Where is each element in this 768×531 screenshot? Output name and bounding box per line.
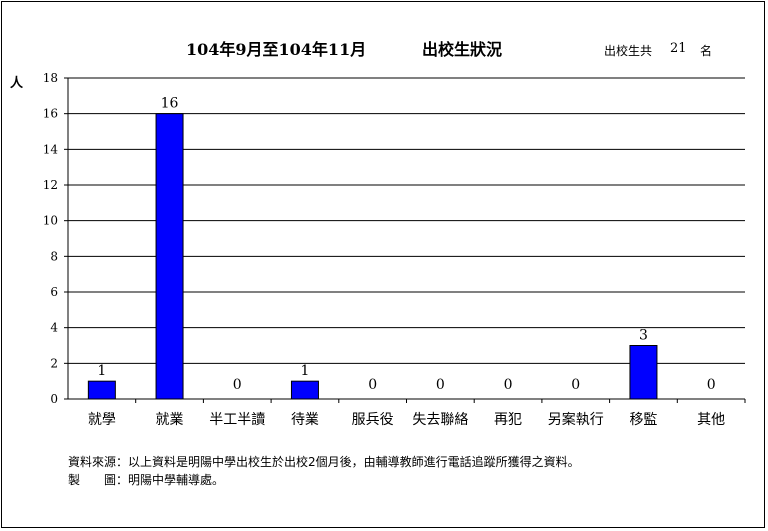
- data-label: 0: [707, 377, 716, 393]
- data-label: 16: [161, 96, 179, 112]
- x-tick-label: 就業: [156, 412, 184, 428]
- data-label: 0: [504, 377, 513, 393]
- data-label: 0: [233, 377, 242, 393]
- chart-date-range: 104年9月至104年11月: [186, 40, 367, 59]
- y-tick-label: 10: [43, 214, 58, 228]
- y-tick-label: 0: [50, 392, 58, 406]
- data-label: 0: [571, 377, 580, 393]
- data-label: 3: [639, 328, 648, 344]
- x-tick-label: 半工半讀: [209, 412, 265, 428]
- x-tick-label: 其他: [697, 412, 725, 428]
- bar: [155, 113, 184, 400]
- y-tick-label: 16: [43, 107, 58, 121]
- x-tick-label: 服兵役: [352, 412, 394, 428]
- chart-title: 出校生狀況: [422, 40, 503, 59]
- y-tick-label: 6: [50, 285, 58, 299]
- data-label: 1: [300, 363, 309, 379]
- x-tick-label: 移監: [629, 411, 657, 428]
- x-tick-label: 待業: [291, 412, 319, 428]
- bar: [629, 345, 658, 400]
- y-tick-label: 18: [43, 71, 58, 85]
- footnotes: 資料來源：以上資料是明陽中學出校生於出校2個月後，由輔導教師進行電話追蹤所獲得之…: [68, 453, 580, 489]
- bar: [290, 380, 319, 400]
- data-label: 1: [97, 363, 106, 379]
- y-tick-label: 4: [50, 321, 58, 335]
- y-axis-label: 人: [10, 76, 24, 91]
- y-tick-label: 8: [50, 249, 58, 263]
- total-unit: 名: [700, 44, 713, 58]
- total-value: 21: [670, 41, 687, 56]
- x-tick-label: 失去聯絡: [412, 412, 468, 428]
- y-tick-label: 14: [43, 142, 59, 156]
- bar: [87, 380, 116, 400]
- x-tick-label: 就學: [88, 412, 116, 428]
- y-tick-label: 2: [50, 356, 58, 370]
- total-label: 出校生共: [604, 44, 653, 58]
- footnote-source: 資料來源：以上資料是明陽中學出校生於出校2個月後，由輔導教師進行電話追蹤所獲得之…: [68, 455, 580, 469]
- footnote-maker: 製 圖：明陽中學輔導處。: [68, 473, 225, 487]
- y-tick-label: 12: [43, 178, 58, 192]
- x-tick-label: 另案執行: [548, 411, 604, 428]
- data-label: 0: [368, 377, 377, 393]
- data-label: 0: [436, 377, 445, 393]
- x-tick-label: 再犯: [494, 412, 522, 428]
